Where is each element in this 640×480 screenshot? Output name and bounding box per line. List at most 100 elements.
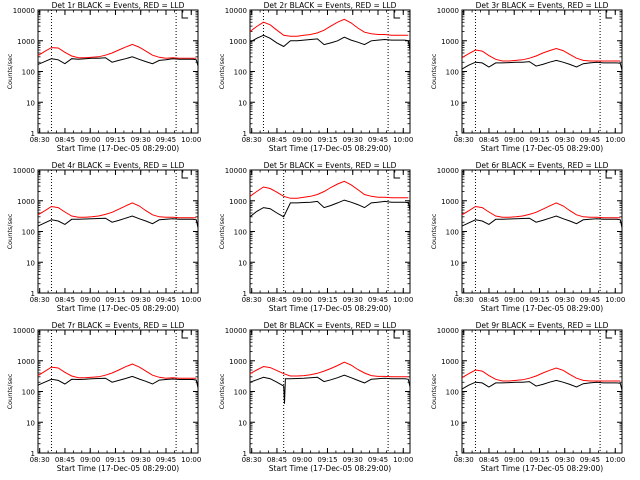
y-tick-label: 1 bbox=[243, 130, 247, 138]
series-events-line bbox=[37, 375, 199, 389]
x-tick-label: 08:30 bbox=[242, 136, 262, 144]
y-tick-label: 10 bbox=[238, 99, 247, 107]
x-axis-label: Start Time (17-Dec-05 08:29:00) bbox=[481, 464, 603, 473]
series-events-line bbox=[249, 199, 411, 218]
y-tick-label: 100 bbox=[22, 229, 35, 237]
x-tick-label: 09:45 bbox=[368, 136, 388, 144]
bracket-mark bbox=[181, 330, 189, 339]
y-tick-label: 100 bbox=[446, 389, 459, 397]
x-tick-label: 08:30 bbox=[30, 136, 50, 144]
y-tick-label: 10 bbox=[26, 419, 35, 427]
x-tick-label: 08:45 bbox=[267, 456, 287, 464]
x-tick-label: 08:30 bbox=[454, 296, 474, 304]
series-lld-line bbox=[249, 18, 409, 37]
y-axis-label: Counts/sec bbox=[430, 53, 438, 89]
series-lld-line bbox=[249, 361, 409, 378]
y-tick-label: 10 bbox=[450, 99, 459, 107]
series-lld-line bbox=[249, 180, 409, 199]
x-tick-label: 09:30 bbox=[555, 456, 575, 464]
y-tick-label: 10 bbox=[450, 259, 459, 267]
x-tick-label: 10:00 bbox=[605, 296, 625, 304]
x-tick-label: 08:45 bbox=[479, 456, 499, 464]
bracket-mark bbox=[605, 10, 613, 19]
series-events-line bbox=[461, 379, 623, 391]
y-tick-label: 10000 bbox=[437, 7, 459, 15]
y-axis-label: Counts/sec bbox=[430, 213, 438, 249]
y-tick-label: 100 bbox=[234, 69, 247, 77]
chart-title: Det 6r BLACK = Events, RED = LLD bbox=[476, 161, 609, 170]
y-tick-label: 1 bbox=[455, 290, 459, 298]
bracket-mark bbox=[181, 10, 189, 19]
y-tick-label: 10000 bbox=[225, 167, 247, 175]
x-tick-label: 08:45 bbox=[479, 296, 499, 304]
y-tick-label: 1000 bbox=[441, 198, 459, 206]
chart-panel-2: 1 10 100 1000 10000 08:30 08:45 09:00 09:15 09:30… bbox=[218, 1, 413, 153]
x-tick-label: 08:30 bbox=[30, 296, 50, 304]
x-tick-label: 09:00 bbox=[292, 296, 312, 304]
y-axis-label: Counts/sec bbox=[218, 53, 226, 89]
y-tick-label: 1 bbox=[31, 450, 35, 458]
y-tick-label: 1 bbox=[31, 130, 35, 138]
chart-title: Det 2r BLACK = Events, RED = LLD bbox=[264, 1, 397, 10]
x-tick-label: 08:45 bbox=[55, 296, 75, 304]
chart-title: Det 8r BLACK = Events, RED = LLD bbox=[264, 321, 397, 330]
y-tick-label: 10 bbox=[450, 419, 459, 427]
y-tick-label: 100 bbox=[22, 69, 35, 77]
x-tick-label: 09:45 bbox=[368, 296, 388, 304]
y-tick-label: 1000 bbox=[17, 38, 35, 46]
y-tick-label: 100 bbox=[446, 69, 459, 77]
y-axis-label: Counts/sec bbox=[430, 373, 438, 409]
chart-panel-4: 1 10 100 1000 10000 08:30 08:45 09:00 09:15 09:30… bbox=[6, 161, 201, 313]
y-tick-label: 1000 bbox=[17, 358, 35, 366]
x-tick-label: 09:00 bbox=[504, 296, 524, 304]
y-tick-label: 10 bbox=[238, 419, 247, 427]
series-lld-line bbox=[461, 202, 621, 219]
y-tick-label: 10000 bbox=[13, 327, 35, 335]
y-axis-label: Counts/sec bbox=[218, 213, 226, 249]
x-tick-label: 09:30 bbox=[131, 296, 151, 304]
y-tick-label: 1 bbox=[243, 450, 247, 458]
x-tick-label: 09:45 bbox=[156, 456, 176, 464]
series-events-line bbox=[461, 59, 623, 71]
x-tick-label: 09:00 bbox=[504, 136, 524, 144]
y-tick-label: 1000 bbox=[229, 198, 247, 206]
x-tick-label: 09:15 bbox=[529, 296, 549, 304]
x-tick-label: 08:30 bbox=[242, 296, 262, 304]
y-axis-label: Counts/sec bbox=[218, 373, 226, 409]
chart-panel-3: 1 10 100 1000 10000 08:30 08:45 09:00 09:15 09:30… bbox=[430, 1, 625, 153]
series-events-line bbox=[37, 56, 199, 67]
x-tick-label: 10:00 bbox=[393, 456, 413, 464]
x-tick-label: 09:15 bbox=[529, 456, 549, 464]
bracket-mark bbox=[605, 170, 613, 179]
chart-panel-8: 1 10 100 1000 10000 08:30 08:45 09:00 09:15 09:30… bbox=[218, 321, 413, 473]
y-axis-label: Counts/sec bbox=[6, 53, 14, 89]
y-tick-label: 10 bbox=[26, 99, 35, 107]
series-lld-line bbox=[461, 47, 621, 62]
chart-title: Det 1r BLACK = Events, RED = LLD bbox=[52, 1, 185, 10]
chart-panel-7: 1 10 100 1000 10000 08:30 08:45 09:00 09:15 09:30… bbox=[6, 321, 201, 473]
x-tick-label: 09:30 bbox=[343, 456, 363, 464]
x-tick-label: 09:45 bbox=[580, 136, 600, 144]
y-tick-label: 1000 bbox=[441, 38, 459, 46]
y-tick-label: 1 bbox=[455, 130, 459, 138]
chart-panel-9: 1 10 100 1000 10000 08:30 08:45 09:00 09:15 09:30… bbox=[430, 321, 625, 473]
x-tick-label: 09:30 bbox=[555, 136, 575, 144]
x-tick-label: 09:15 bbox=[317, 296, 337, 304]
chart-panel-5: 1 10 100 1000 10000 08:30 08:45 09:00 09:15 09:30… bbox=[218, 161, 413, 313]
series-events-line bbox=[461, 215, 623, 229]
x-tick-label: 09:15 bbox=[317, 456, 337, 464]
x-axis-label: Start Time (17-Dec-05 08:29:00) bbox=[57, 304, 179, 313]
bracket-mark bbox=[605, 330, 613, 339]
x-tick-label: 08:30 bbox=[242, 456, 262, 464]
y-tick-label: 100 bbox=[234, 229, 247, 237]
x-tick-label: 09:45 bbox=[580, 296, 600, 304]
x-tick-label: 09:15 bbox=[105, 456, 125, 464]
y-tick-label: 1000 bbox=[229, 38, 247, 46]
x-tick-label: 09:45 bbox=[368, 456, 388, 464]
y-tick-label: 10 bbox=[26, 259, 35, 267]
series-events-line bbox=[249, 34, 411, 51]
x-tick-label: 08:45 bbox=[267, 296, 287, 304]
x-tick-label: 09:15 bbox=[105, 296, 125, 304]
